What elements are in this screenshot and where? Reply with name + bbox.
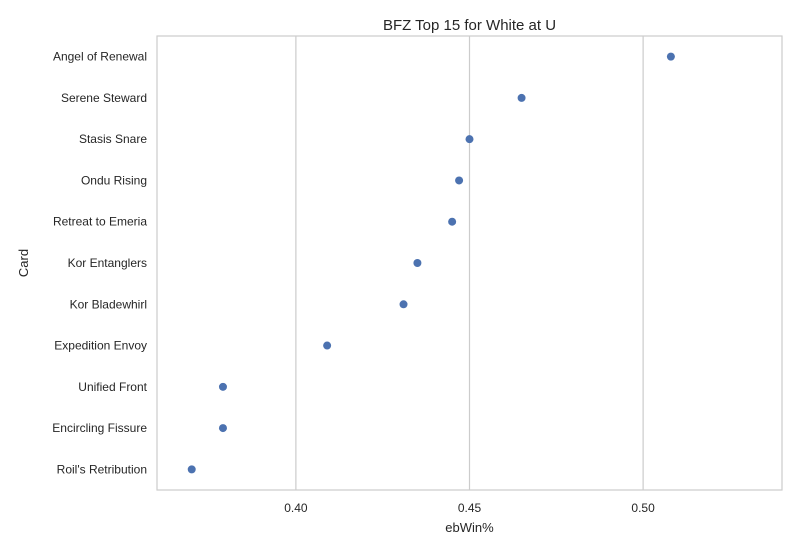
y-tick-label: Unified Front (78, 380, 147, 394)
y-axis-label: Card (16, 249, 31, 277)
y-tick-label: Serene Steward (61, 91, 147, 105)
y-tick-label: Expedition Envoy (54, 339, 147, 353)
y-tick-label: Stasis Snare (79, 132, 147, 146)
x-tick-labels: 0.40 0.45 0.50 (284, 501, 655, 515)
data-point (448, 217, 457, 226)
data-point (187, 465, 196, 474)
y-tick-label: Retreat to Emeria (53, 215, 147, 229)
data-point (413, 259, 422, 267)
data-points (187, 52, 675, 474)
data-point (455, 176, 464, 185)
x-tick-label: 0.50 (631, 501, 655, 515)
y-tick-label: Ondu Rising (81, 173, 147, 187)
data-point (666, 52, 675, 61)
grid-lines (295, 36, 644, 490)
data-point (218, 424, 227, 433)
data-point (399, 300, 408, 309)
y-tick-label: Angel of Renewal (53, 50, 147, 64)
plot-frame (156, 35, 783, 491)
data-point (517, 93, 526, 102)
y-tick-labels: Angel of Renewal Serene Steward Stasis Sna… (52, 50, 147, 477)
chart-title: BFZ Top 15 for White at U (383, 17, 556, 34)
x-axis-label: ebWin% (445, 520, 494, 535)
x-tick-label: 0.40 (284, 501, 308, 515)
data-point (323, 341, 332, 350)
x-tick-label: 0.45 (458, 501, 482, 515)
y-tick-label: Kor Bladewhirl (70, 297, 147, 311)
data-point (218, 382, 227, 391)
y-tick-label: Encircling Fissure (52, 421, 147, 435)
data-point (465, 135, 474, 144)
y-tick-label: Kor Entanglers (68, 256, 147, 270)
y-tick-label: Roil's Retribution (57, 462, 147, 476)
